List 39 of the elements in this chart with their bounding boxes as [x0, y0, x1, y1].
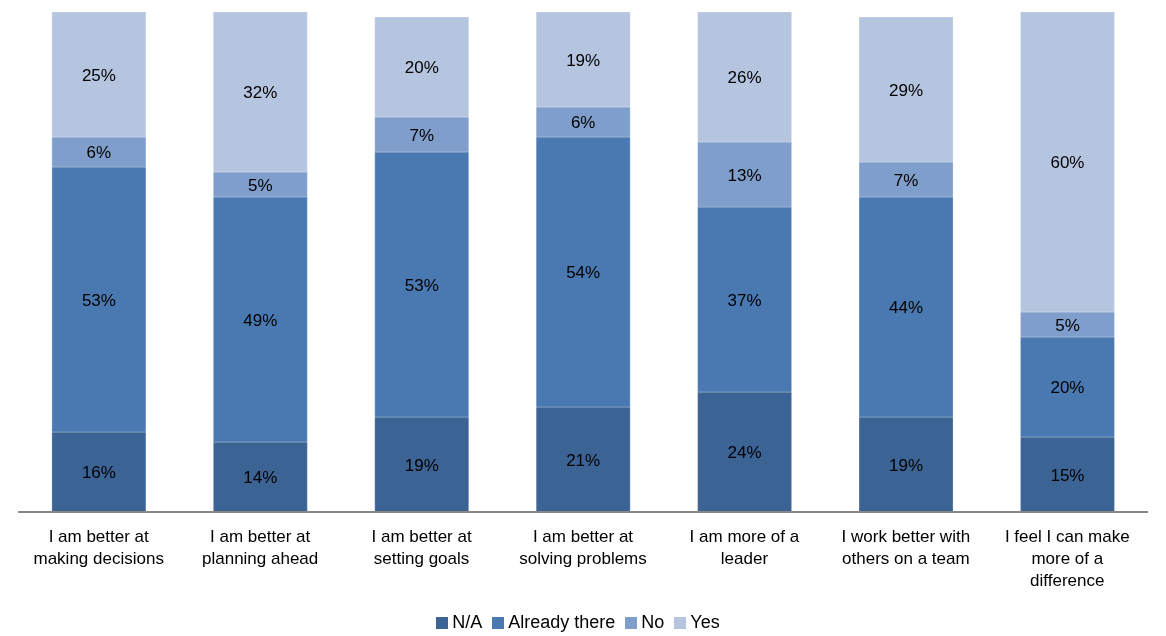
x-tick-label: I am better at making decisions [33, 527, 164, 568]
legend-label: Yes [690, 612, 720, 632]
data-label: 26% [727, 68, 762, 87]
data-label: 14% [243, 468, 278, 487]
data-label: 49% [243, 310, 278, 330]
data-label: 53% [404, 275, 439, 295]
data-label: 20% [1050, 378, 1085, 397]
data-label: 29% [889, 80, 924, 100]
x-tick-label: I am more of a leader [689, 527, 800, 568]
legend-label: Already there [508, 612, 616, 632]
x-tick-label: I feel I can make more of a difference [1004, 527, 1130, 590]
data-label: 32% [243, 83, 278, 102]
data-label: 37% [727, 290, 762, 310]
data-label: 19% [566, 50, 601, 70]
data-label: 6% [570, 113, 596, 132]
data-label: 54% [566, 263, 601, 282]
legend-label: N/A [452, 612, 483, 632]
data-label: 7% [893, 170, 919, 190]
data-label: 15% [1050, 465, 1085, 485]
data-label: 13% [727, 165, 762, 185]
data-label: 19% [889, 455, 924, 475]
data-label: 20% [404, 58, 439, 77]
x-tick-label: I am better at solving problems [519, 527, 647, 568]
data-label: 21% [566, 450, 601, 470]
x-tick-label: I am better at setting goals [371, 527, 472, 568]
data-label: 19% [404, 455, 439, 475]
data-label: 44% [889, 298, 924, 317]
data-label: 16% [81, 463, 116, 482]
data-label: 6% [86, 143, 112, 162]
data-label: 24% [727, 443, 762, 462]
data-label: 53% [81, 290, 116, 310]
data-label: 60% [1050, 153, 1085, 172]
data-label: 7% [409, 125, 435, 145]
data-label: 5% [248, 175, 273, 195]
x-tick-label: I work better with others on a team [841, 527, 971, 568]
data-label: 5% [1055, 315, 1080, 335]
data-label: 25% [81, 65, 116, 85]
legend-label: No [641, 612, 665, 632]
x-tick-label: I am better at planning ahead [202, 527, 319, 568]
